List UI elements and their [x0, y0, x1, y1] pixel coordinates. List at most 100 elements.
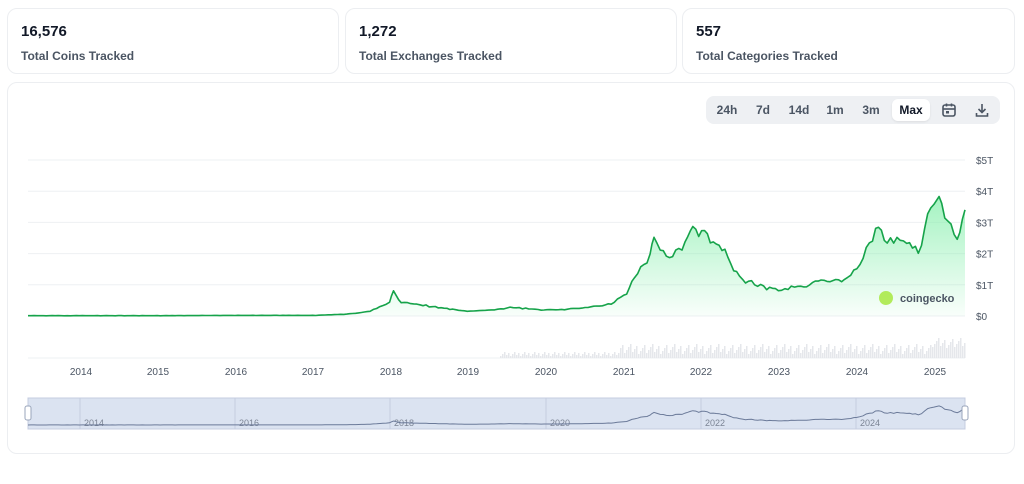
volume-bar: [908, 345, 910, 358]
navigator-line: [27, 405, 966, 426]
volume-bar: [766, 349, 768, 358]
volume-bar: [534, 352, 536, 358]
stats-row: 16,576 Total Coins Tracked 1,272 Total E…: [7, 8, 1015, 76]
volume-bar: [598, 353, 600, 358]
categories-label: Total Categories Tracked: [696, 49, 838, 63]
volume-bar: [854, 349, 856, 358]
volume-bar: [798, 345, 800, 358]
navigator-handle-right[interactable]: [961, 405, 969, 421]
volume-bar: [624, 353, 626, 358]
volume-bar: [528, 353, 530, 358]
y-tick-label: $1T: [976, 281, 993, 292]
volume-bar: [918, 352, 920, 358]
volume-bar: [888, 353, 890, 358]
volume-bar: [708, 348, 710, 358]
volume-bar: [820, 345, 822, 358]
x-tick-label: 2023: [768, 367, 791, 378]
volume-bar: [956, 344, 958, 358]
range-3m-button[interactable]: 3m: [862, 103, 880, 117]
volume-bar: [656, 349, 658, 358]
volume-bar: [926, 351, 928, 358]
volume-bar: [586, 355, 588, 358]
volume-bar: [880, 354, 882, 358]
volume-bar: [552, 354, 554, 358]
volume-bar: [952, 339, 954, 358]
volume-bar: [748, 354, 750, 358]
volume-bar: [752, 348, 754, 358]
volume-bar: [764, 352, 766, 358]
stat-card-categories: 557 Total Categories Tracked: [682, 8, 1015, 74]
volume-bar: [866, 353, 868, 358]
volume-bar: [604, 352, 606, 358]
volume-bar: [824, 350, 826, 358]
volume-bar: [784, 344, 786, 358]
volume-bar: [886, 345, 888, 358]
volume-bar: [774, 348, 776, 358]
y-tick-label: $3T: [976, 218, 993, 229]
volume-bar: [934, 344, 936, 358]
volume-bar: [876, 349, 878, 358]
volume-bar: [518, 353, 520, 358]
volume-bar: [924, 354, 926, 358]
volume-bar: [650, 347, 652, 358]
range-7d-button[interactable]: 7d: [755, 103, 770, 117]
volume-bar: [568, 353, 570, 358]
categories-count: 557: [696, 23, 722, 40]
volume-bar: [836, 354, 838, 358]
volume-bar: [758, 350, 760, 358]
volume-bar: [884, 348, 886, 358]
range-max-button[interactable]: Max: [892, 99, 930, 121]
volume-bar: [902, 354, 904, 358]
gecko-logo-icon: [879, 291, 893, 305]
volume-bar: [694, 347, 696, 358]
volume-bar: [806, 344, 808, 358]
volume-bar: [696, 344, 698, 358]
volume-bar: [954, 347, 956, 358]
volume-bar: [600, 356, 602, 358]
volume-bar: [858, 354, 860, 358]
volume-bar: [906, 348, 908, 358]
volume-bar: [500, 356, 502, 358]
volume-bar: [704, 354, 706, 358]
volume-bar: [772, 351, 774, 358]
volume-bar: [668, 353, 670, 358]
volume-bar: [856, 346, 858, 358]
volume-bar: [930, 345, 932, 358]
volume-bar: [638, 354, 640, 358]
volume-bar: [506, 355, 508, 358]
volume-bar: [846, 350, 848, 358]
volume-bar: [662, 351, 664, 358]
volume-bar: [928, 348, 930, 358]
volume-bar: [848, 347, 850, 358]
volume-bar: [948, 345, 950, 358]
volume-bar: [554, 352, 556, 358]
coins-count: 16,576: [21, 23, 67, 40]
volume-bar: [770, 354, 772, 358]
volume-bar: [756, 353, 758, 358]
navigator-tick-label: 2022: [705, 418, 725, 428]
volume-bar: [682, 354, 684, 358]
range-1m-button[interactable]: 1m: [826, 103, 844, 117]
navigator-tick-label: 2020: [550, 418, 570, 428]
volume-bar: [818, 348, 820, 358]
volume-bar: [648, 350, 650, 358]
volume-bar: [714, 350, 716, 358]
volume-bar: [530, 356, 532, 358]
volume-bar: [830, 352, 832, 358]
range-14d-button[interactable]: 14d: [788, 103, 810, 117]
navigator-handle-left[interactable]: [24, 405, 32, 421]
range-24h-button[interactable]: 24h: [716, 103, 738, 117]
volume-bar: [588, 353, 590, 358]
volume-bar: [640, 351, 642, 358]
calendar-icon[interactable]: [940, 101, 958, 119]
navigator-tick-label: 2024: [860, 418, 880, 428]
volume-bar: [520, 356, 522, 358]
volume-bar: [556, 355, 558, 358]
volume-bar: [794, 351, 796, 358]
volume-bar: [542, 354, 544, 358]
volume-bar: [812, 346, 814, 358]
volume-bar: [834, 346, 836, 358]
volume-bar: [792, 354, 794, 358]
volume-bar: [706, 351, 708, 358]
download-icon[interactable]: [973, 101, 991, 119]
